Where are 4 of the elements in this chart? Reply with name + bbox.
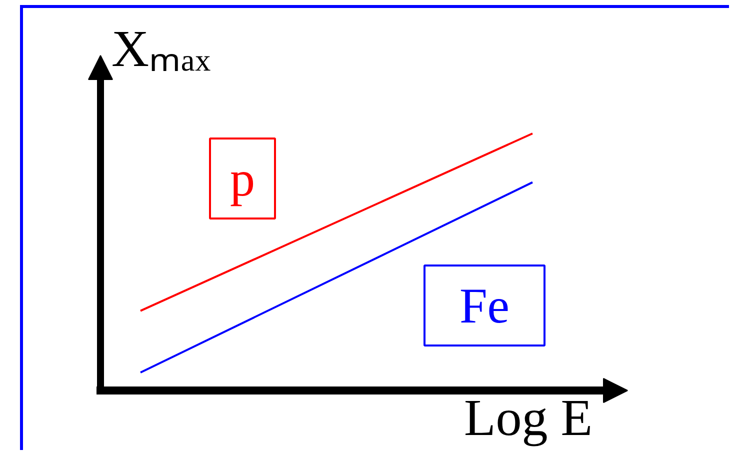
- x-axis-title: Log E: [464, 390, 593, 447]
- series-label: Fe: [460, 278, 510, 334]
- series-label: p: [230, 150, 255, 206]
- y-axis-title: Xₘₐₓ: [112, 21, 212, 78]
